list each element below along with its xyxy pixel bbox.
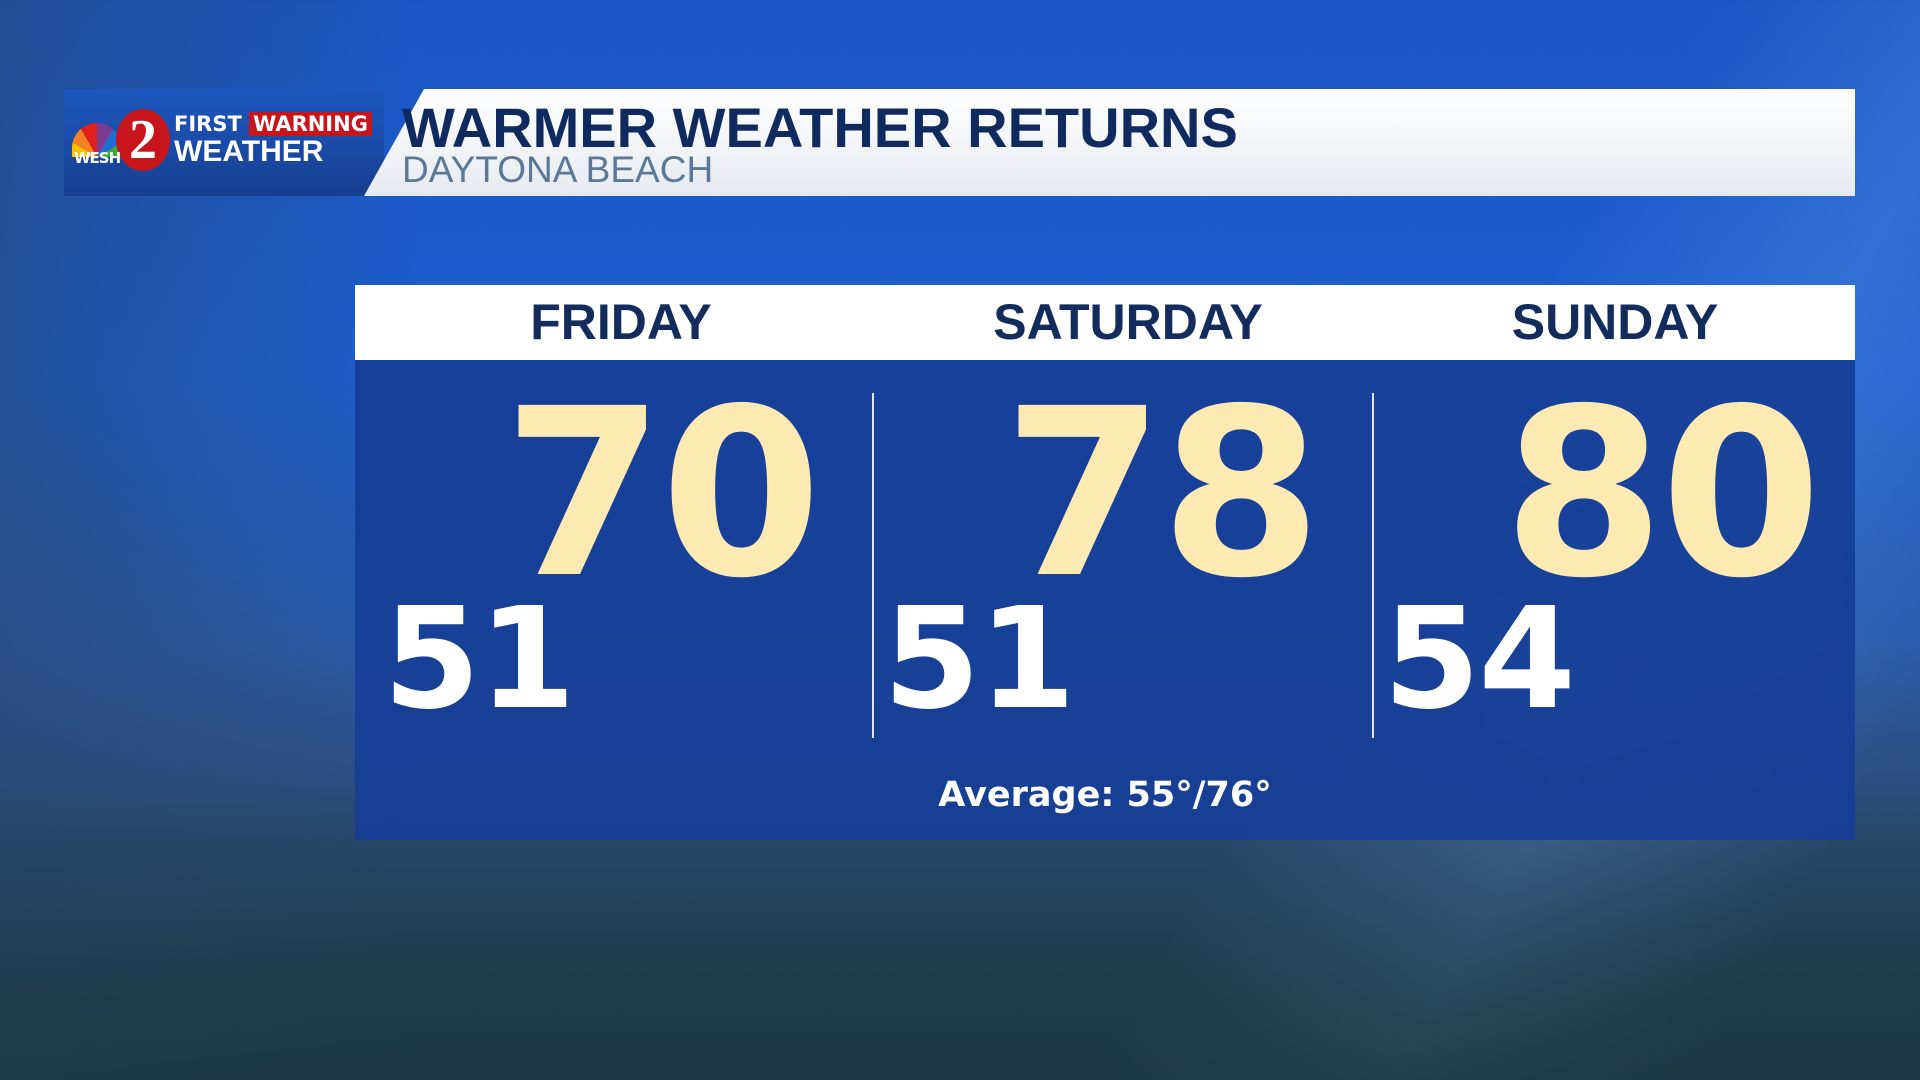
average-temps: Average: 55°/76° <box>938 775 1272 815</box>
peacock-icon <box>72 123 122 157</box>
title-bar <box>364 89 1855 196</box>
logo-warning: WARNING <box>249 112 372 136</box>
high-temp-saturday: 78 <box>1003 359 1322 629</box>
low-temp-friday: 51 <box>383 578 576 741</box>
divider <box>872 393 874 738</box>
page-title: WARMER WEATHER RETURNS <box>402 96 1238 159</box>
day-label-sunday: SUNDAY <box>1511 294 1719 350</box>
high-temp-friday: 70 <box>503 359 822 629</box>
forecast-panel: 70 51 78 51 80 54 Average: 55°/76° <box>355 360 1855 840</box>
logo-first: FIRST <box>174 112 242 136</box>
logo-channel: 2 <box>116 109 170 171</box>
low-temp-sunday: 54 <box>1383 578 1576 741</box>
day-label-saturday: SATURDAY <box>993 294 1263 350</box>
logo-weather: WEATHER <box>174 135 324 168</box>
logo-station: WESH <box>74 149 121 167</box>
divider <box>1372 393 1374 738</box>
logo-panel: WESH 2 FIRST WARNING WEATHER <box>64 89 384 196</box>
location-subtitle: DAYTONA BEACH <box>402 149 714 190</box>
day-label-friday: FRIDAY <box>530 294 712 350</box>
station-logo: WESH 2 FIRST WARNING WEATHER <box>72 109 372 171</box>
header-bar: WESH 2 FIRST WARNING WEATHER WARMER WEAT… <box>64 89 1855 196</box>
low-temp-saturday: 51 <box>883 578 1076 741</box>
day-header-row: FRIDAY SATURDAY SUNDAY <box>355 285 1855 360</box>
high-temp-sunday: 80 <box>1503 359 1822 629</box>
